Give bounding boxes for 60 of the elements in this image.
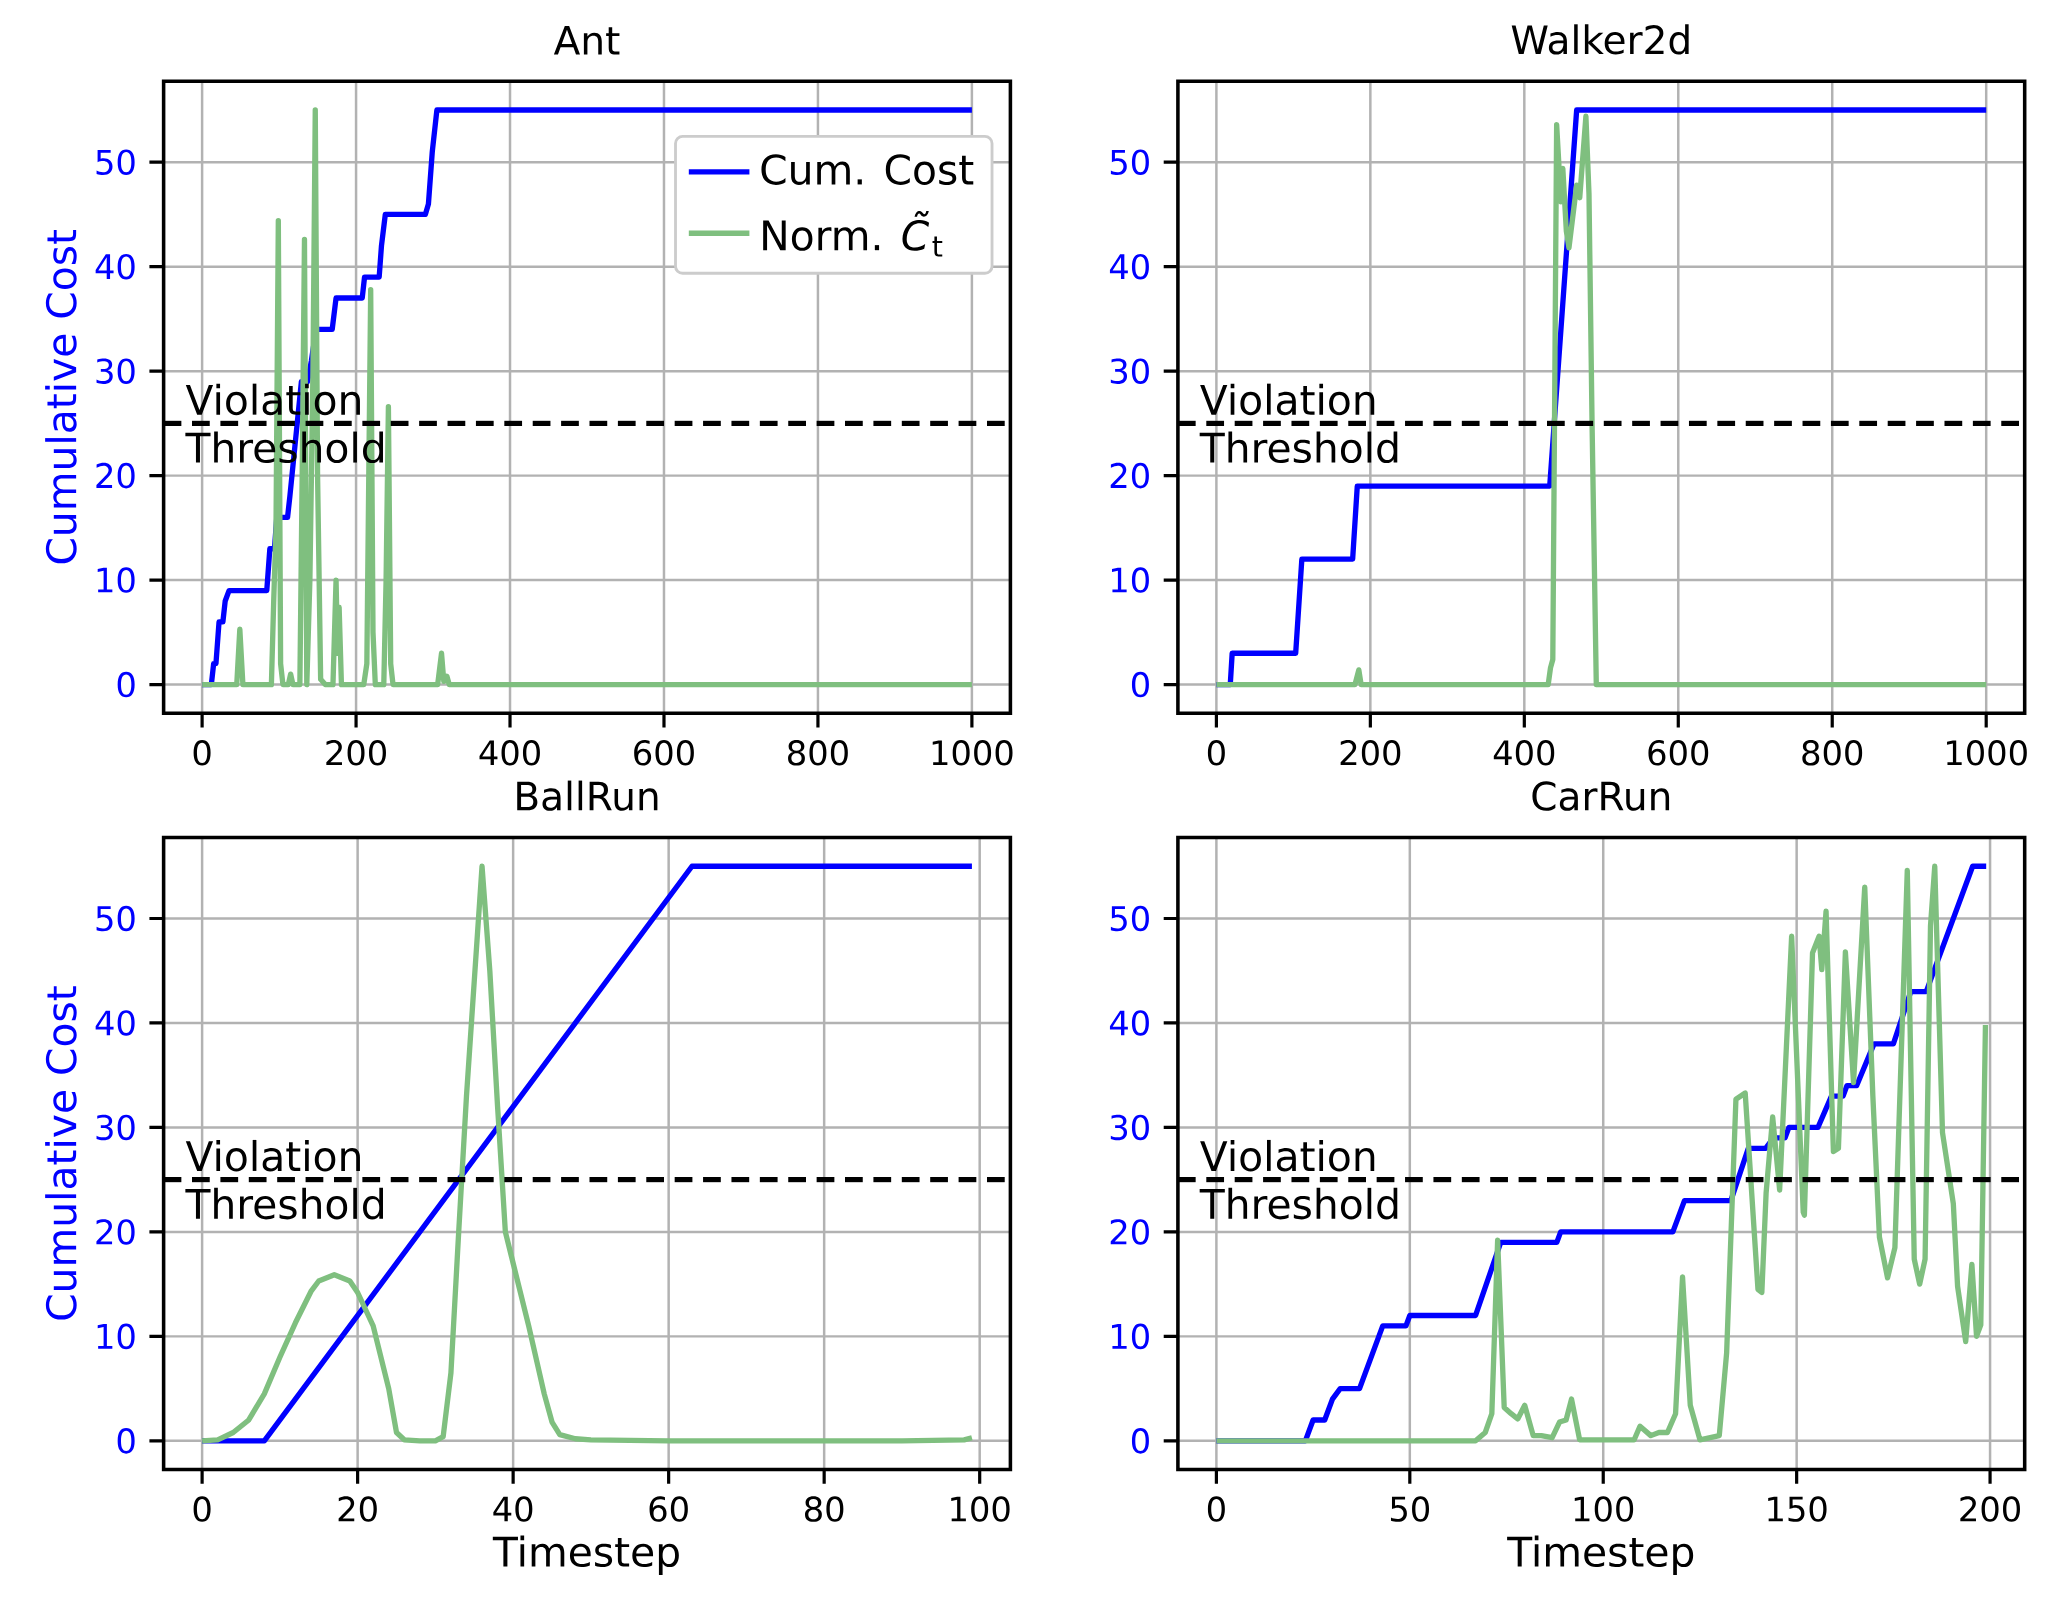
y-tick-label: 30	[96, 1114, 135, 1141]
legend-label: Norm. C̃$_{t}$	[763, 211, 943, 257]
y-tick-label: 20	[96, 463, 135, 489]
y-tick-label: 50	[1110, 149, 1149, 176]
x-tick-label: 0	[1207, 1496, 1225, 1522]
x-tick-label: 150	[1768, 1496, 1827, 1522]
y-tick-label: 40	[1109, 1010, 1149, 1036]
chart-title: BallRun	[517, 780, 658, 811]
ref-line-label: Violation Threshold	[1199, 1140, 1398, 1220]
x-tick-label: 400	[1493, 740, 1555, 766]
x-tick-label: 200	[1960, 1496, 2020, 1522]
chart-title: CarRun	[1532, 781, 1670, 811]
x-tick-label: 1000	[1947, 740, 2027, 766]
x-tick-label: 1000	[932, 740, 1013, 766]
y-tick-label: 10	[1112, 567, 1149, 594]
chart-title: Ant	[553, 26, 620, 55]
y-tick-label: 20	[1110, 1219, 1149, 1245]
ref-line-label: Violation Threshold	[185, 1140, 383, 1220]
x-tick-label: 100	[1574, 1496, 1634, 1522]
x-tick-label: 600	[1648, 740, 1709, 766]
y-tick-label: 0	[117, 671, 135, 698]
x-tick-label: 0	[193, 1496, 211, 1522]
x-tick-label: 100	[951, 1496, 1010, 1522]
x-tick-label: 0	[1207, 740, 1225, 766]
x-axis-title: Timestep	[1507, 1535, 1694, 1576]
x-tick-label: 60	[649, 1496, 688, 1522]
y-tick-label: 40	[95, 1010, 135, 1036]
y-tick-label: 30	[96, 358, 135, 385]
x-tick-label: 600	[634, 740, 694, 766]
x-tick-label: 40	[493, 1496, 533, 1522]
y-tick-label: 50	[96, 905, 135, 932]
y-tick-label: 0	[117, 1428, 135, 1454]
y-tick-label: 50	[1110, 905, 1149, 932]
y-tick-label: 30	[1110, 1114, 1149, 1141]
y-axis-title: Cumulative Cost	[45, 230, 77, 564]
y-tick-label: 50	[96, 149, 135, 176]
y-tick-label: 10	[1112, 1323, 1149, 1350]
chart-title: Walker2d	[1511, 24, 1689, 55]
x-tick-label: 50	[1390, 1496, 1430, 1522]
x-tick-label: 400	[479, 740, 540, 766]
x-tick-label: 80	[805, 1496, 844, 1522]
x-tick-label: 200	[1340, 740, 1401, 766]
y-tick-label: 0	[1131, 1428, 1149, 1454]
y-tick-label: 0	[1131, 671, 1149, 698]
y-tick-label: 40	[95, 254, 135, 280]
x-axis-title: Timestep	[492, 1535, 679, 1576]
ref-line-label: Violation Threshold	[1199, 383, 1398, 464]
legend-label: Cum. Cost	[761, 154, 974, 186]
y-tick-label: 20	[96, 1219, 135, 1245]
y-tick-label: 30	[1110, 358, 1149, 385]
x-tick-label: 0	[193, 740, 211, 766]
x-tick-label: 800	[1802, 740, 1863, 766]
y-tick-label: 10	[97, 1323, 135, 1350]
x-tick-label: 20	[338, 1496, 377, 1522]
x-tick-label: 200	[326, 740, 386, 766]
y-tick-label: 20	[1110, 463, 1149, 489]
y-tick-label: 10	[97, 567, 135, 594]
x-tick-label: 800	[788, 740, 848, 766]
y-tick-label: 40	[1109, 254, 1149, 280]
y-axis-title: Cumulative Cost	[45, 986, 77, 1320]
